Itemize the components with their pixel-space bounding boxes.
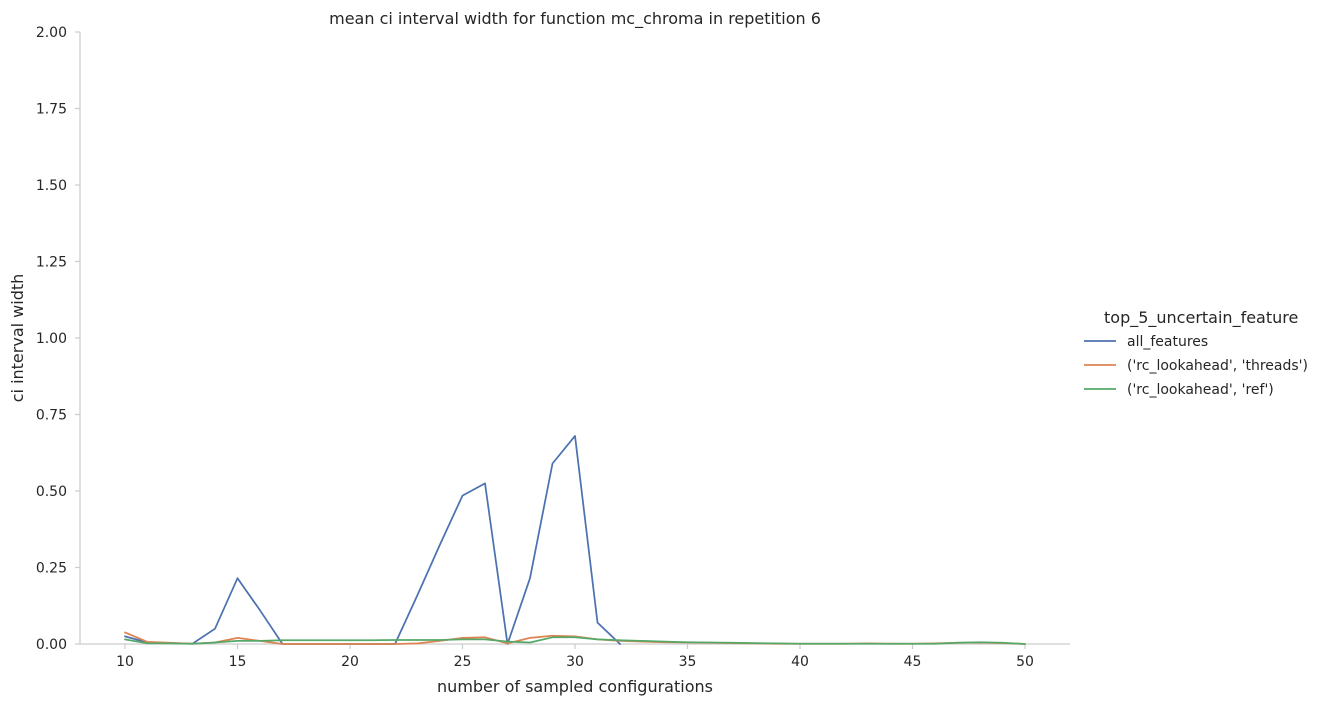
legend-item-rc-lookahead-ref: ('rc_lookahead', 'ref') (1084, 382, 1274, 398)
x-tick-label: 35 (679, 654, 697, 670)
x-tick-label: 50 (1016, 654, 1034, 670)
series-line-rc-lookahead-threads (124, 631, 1026, 645)
y-axis-ticks: 0.00 0.25 0.50 0.75 1.00 1.25 1.50 1.75 2.00 (36, 25, 80, 653)
x-tick-label: 10 (116, 654, 134, 670)
series-lines (124, 435, 1026, 645)
legend-label: ('rc_lookahead', 'ref') (1127, 382, 1274, 398)
plot-area: 10 15 20 25 30 35 40 45 50 0.00 0.25 0.50 0.75 1.00 1… (36, 25, 1070, 670)
legend-item-rc-lookahead-threads: ('rc_lookahead', 'threads') (1084, 358, 1308, 374)
legend-item-all-features: all_features (1084, 334, 1208, 350)
y-tick-label: 0.00 (36, 637, 67, 653)
y-tick-label: 1.75 (36, 102, 67, 118)
x-tick-label: 15 (229, 654, 247, 670)
x-axis-ticks: 10 15 20 25 30 35 40 45 50 (116, 644, 1034, 670)
legend-items: all_features ('rc_lookahead', 'threads') (… (1084, 334, 1308, 398)
y-tick-label: 1.00 (36, 331, 67, 347)
series-line-rc-lookahead-ref (124, 636, 1026, 645)
legend-label: ('rc_lookahead', 'threads') (1127, 358, 1308, 374)
x-tick-label: 45 (904, 654, 922, 670)
legend-title: top_5_uncertain_feature (1104, 308, 1298, 328)
series-line-all-features (124, 435, 621, 645)
x-tick-label: 25 (454, 654, 472, 670)
legend-label: all_features (1127, 334, 1208, 350)
y-tick-label: 2.00 (36, 25, 67, 41)
y-tick-label: 0.50 (36, 484, 67, 500)
chart-title: mean ci interval width for function mc_c… (329, 9, 821, 29)
x-tick-label: 30 (566, 654, 584, 670)
x-axis-title: number of sampled configurations (437, 677, 713, 696)
y-tick-label: 1.25 (36, 255, 67, 271)
y-tick-label: 1.50 (36, 178, 67, 194)
y-tick-label: 0.25 (36, 561, 67, 577)
y-axis-title: ci interval width (8, 274, 27, 403)
y-tick-label: 0.75 (36, 408, 67, 424)
x-tick-label: 40 (791, 654, 809, 670)
legend: top_5_uncertain_feature all_features ('rc… (1084, 308, 1308, 398)
x-tick-label: 20 (341, 654, 359, 670)
